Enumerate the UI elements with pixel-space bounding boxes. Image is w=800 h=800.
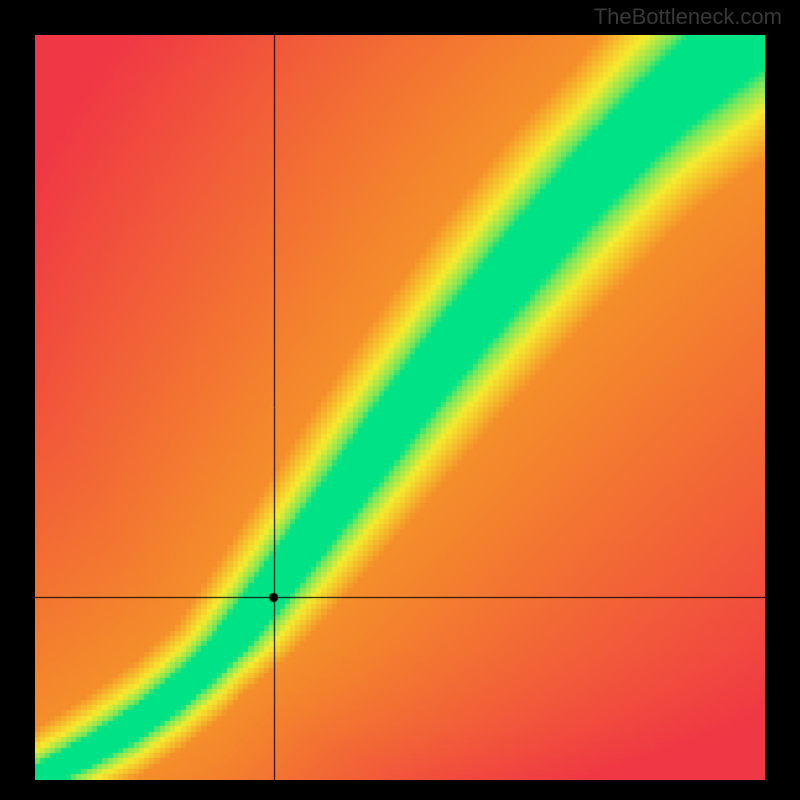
watermark-text: TheBottleneck.com xyxy=(594,4,782,30)
bottleneck-heatmap xyxy=(35,35,765,780)
chart-frame: TheBottleneck.com xyxy=(0,0,800,800)
